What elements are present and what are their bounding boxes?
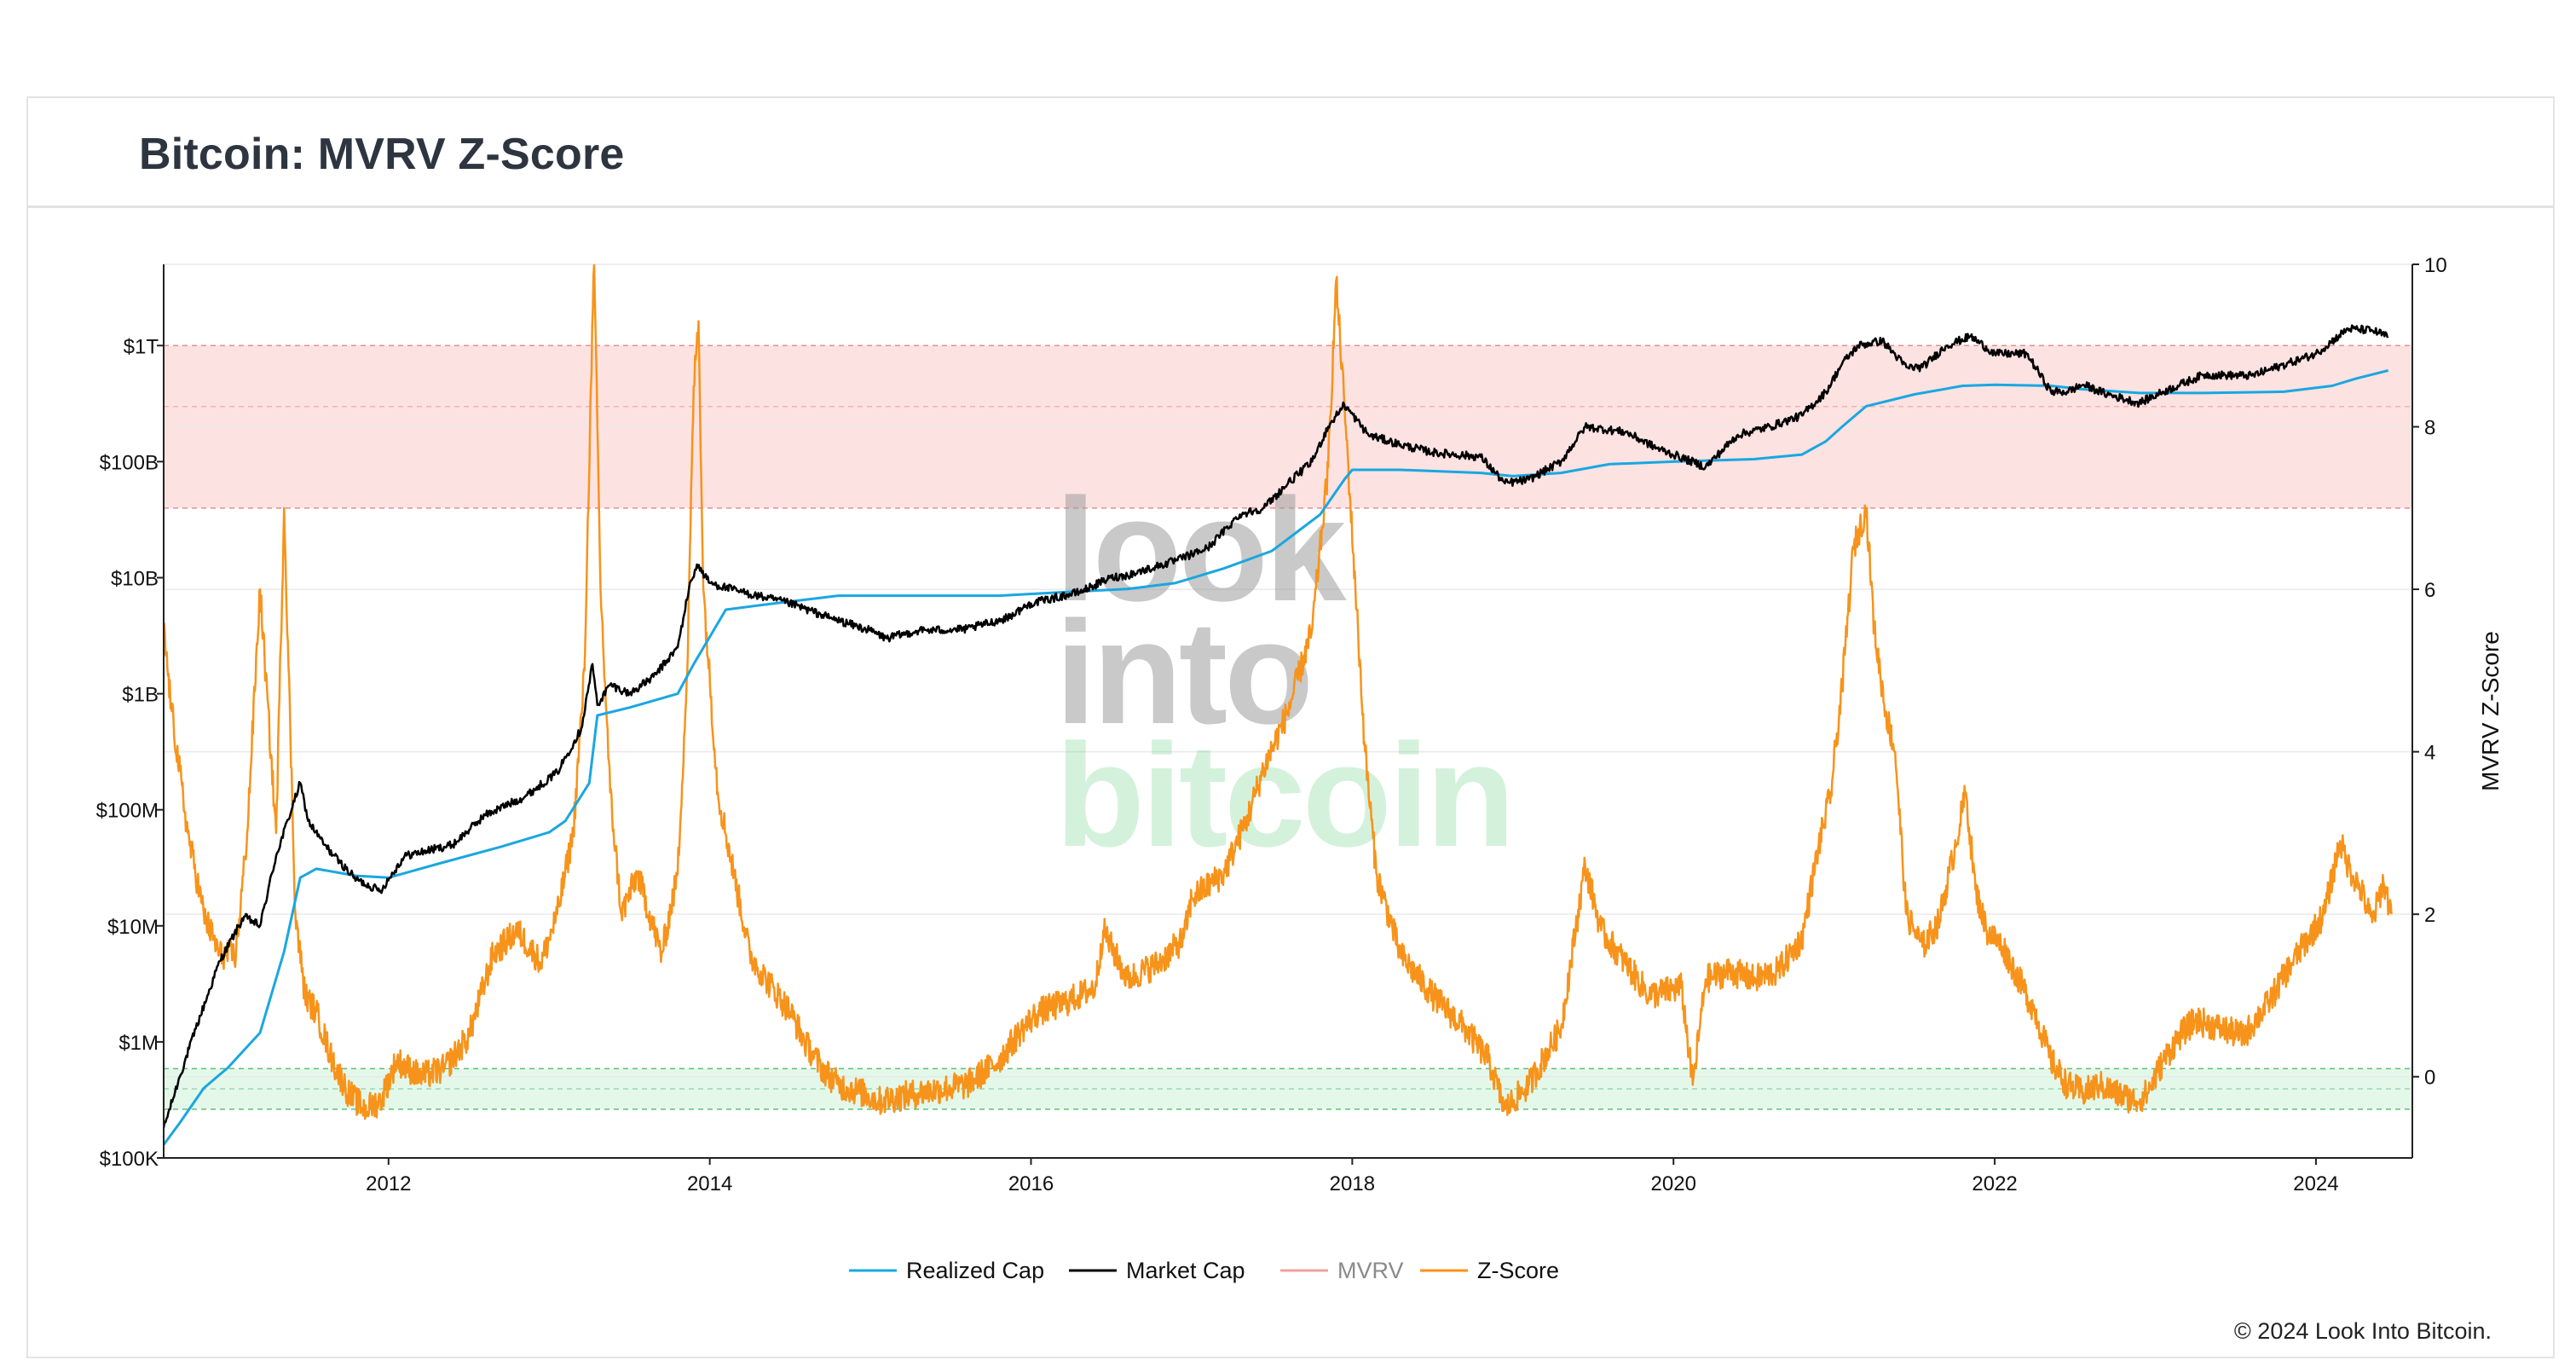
right-axis-gridlines: [164, 263, 2412, 1078]
legend-label-z-score: Z-Score: [1477, 1258, 1559, 1283]
left-tick-label: $1T: [124, 335, 159, 358]
x-tick-label: 2024: [2293, 1172, 2338, 1195]
chart-card: Bitcoin: MVRV Z-Score © 2024 Look Into B…: [26, 96, 2555, 1358]
watermark: look into bitcoin: [1055, 468, 1516, 877]
left-tick-label: $100K: [100, 1148, 159, 1171]
series-realized-cap-line[interactable]: [164, 369, 2389, 1146]
x-axis-ticks: 2012 2014 2016 2018 2020 2022 2024: [366, 1158, 2339, 1195]
left-axis-ticks: $100K $1M $10M $100M $1B $10B $100B $1T: [96, 335, 164, 1171]
copyright-text: © 2024 Look Into Bitcoin.: [2233, 1318, 2492, 1344]
left-tick-label: $1B: [122, 684, 159, 707]
series-layer: [164, 264, 2393, 1146]
right-tick-label: 10: [2424, 254, 2447, 277]
legend-item-realized-cap[interactable]: Realized Cap: [849, 1258, 1044, 1283]
series-z-score-line[interactable]: [164, 264, 2393, 1120]
legend-label-mvrv: MVRV: [1337, 1258, 1404, 1283]
legend-label-market-cap: Market Cap: [1126, 1258, 1245, 1283]
legend-item-mvrv[interactable]: MVRV: [1280, 1258, 1404, 1283]
legend-item-z-score[interactable]: Z-Score: [1420, 1258, 1559, 1283]
chart-title: Bitcoin: MVRV Z-Score: [139, 130, 625, 179]
right-tick-label: 6: [2424, 579, 2435, 602]
x-tick-label: 2016: [1008, 1172, 1054, 1195]
legend-item-market-cap[interactable]: Market Cap: [1069, 1258, 1245, 1283]
watermark-bitcoin: bitcoin: [1055, 714, 1512, 877]
x-tick-label: 2022: [1972, 1172, 2017, 1195]
legend-label-realized-cap: Realized Cap: [906, 1258, 1044, 1283]
right-axis-ticks: 0 2 4 6 8 10: [2412, 254, 2447, 1090]
right-tick-label: 8: [2424, 417, 2435, 440]
series-market-cap-line[interactable]: [164, 324, 2389, 1129]
left-tick-label: $10B: [111, 567, 159, 590]
x-tick-label: 2018: [1330, 1172, 1375, 1195]
left-tick-label: $10M: [107, 916, 159, 939]
left-tick-label: $100M: [96, 800, 159, 823]
x-tick-label: 2014: [687, 1172, 732, 1195]
left-tick-label: $100B: [100, 451, 159, 474]
green-undervalued-zone: [164, 1068, 2412, 1109]
right-tick-label: 2: [2424, 904, 2435, 927]
left-tick-label: $1M: [118, 1032, 159, 1055]
right-axis-title: MVRV Z-Score: [2477, 631, 2504, 791]
axes: [163, 264, 2413, 1159]
card-header: Bitcoin: MVRV Z-Score: [28, 98, 2553, 208]
right-tick-label: 0: [2424, 1067, 2435, 1090]
x-tick-label: 2020: [1651, 1172, 1696, 1195]
right-tick-label: 4: [2424, 742, 2435, 765]
watermark-into: into: [1055, 591, 1310, 755]
x-tick-label: 2012: [366, 1172, 411, 1195]
legend: Realized Cap Market Cap MVRV Z-Score: [849, 1258, 1559, 1283]
